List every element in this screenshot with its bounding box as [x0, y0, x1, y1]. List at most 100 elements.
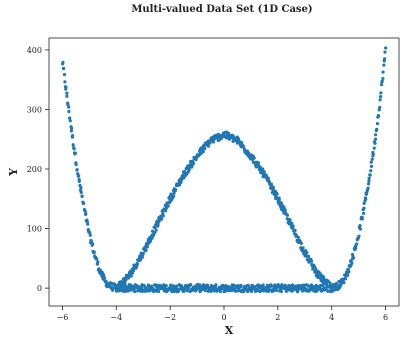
data-point: [187, 168, 191, 172]
data-point: [149, 284, 154, 288]
data-point: [61, 60, 65, 65]
data-point: [183, 288, 187, 292]
data-point: [293, 228, 297, 232]
data-point: [79, 190, 83, 194]
data-point: [380, 79, 384, 83]
data-point: [249, 289, 254, 293]
data-point: [90, 242, 95, 246]
data-point: [261, 167, 265, 171]
data-points: [60, 46, 388, 294]
data-point: [226, 131, 231, 135]
data-point: [378, 98, 382, 102]
data-point: [296, 235, 301, 240]
data-point: [191, 162, 195, 166]
data-point: [372, 146, 376, 150]
data-point: [133, 290, 137, 294]
data-point: [377, 108, 381, 112]
data-point: [347, 270, 351, 274]
data-point: [172, 284, 176, 289]
data-point: [211, 140, 215, 144]
data-point: [157, 289, 161, 294]
data-point: [153, 231, 157, 235]
data-point: [75, 168, 79, 172]
data-point: [172, 194, 176, 198]
x-tick-label: 6: [383, 313, 388, 322]
data-point: [309, 259, 314, 263]
data-point: [266, 176, 270, 181]
data-point: [351, 256, 356, 260]
data-point: [283, 283, 287, 287]
data-point: [62, 73, 67, 77]
data-point: [135, 262, 139, 266]
x-tick-label: 2: [275, 313, 280, 322]
data-point: [177, 289, 181, 293]
x-tick-label: −6: [57, 313, 69, 322]
data-point: [74, 162, 78, 167]
data-point: [85, 220, 89, 224]
data-point: [381, 76, 385, 81]
data-point: [358, 224, 362, 228]
data-point: [255, 289, 259, 293]
data-point: [343, 276, 348, 281]
data-point: [197, 286, 201, 290]
x-tick-label: 0: [221, 313, 226, 322]
data-point: [366, 186, 370, 190]
data-point: [264, 173, 268, 177]
data-point: [214, 283, 218, 287]
data-point: [69, 129, 73, 133]
data-point: [382, 63, 386, 67]
x-axis-ticks: −6 −4 −2 0 2 4 6: [57, 306, 388, 322]
data-point: [71, 143, 75, 147]
data-point: [241, 144, 245, 148]
data-point: [269, 284, 274, 288]
data-point: [285, 213, 290, 217]
data-point: [383, 50, 387, 54]
data-point: [300, 289, 305, 293]
data-point: [174, 188, 178, 192]
data-point: [376, 114, 381, 118]
data-point: [279, 289, 283, 294]
data-point: [156, 222, 160, 226]
data-point: [141, 252, 145, 256]
data-point: [80, 194, 84, 198]
y-tick-label: 200: [27, 165, 42, 174]
data-point: [64, 85, 68, 89]
data-point: [384, 46, 388, 50]
data-point: [67, 105, 71, 109]
data-point: [239, 283, 243, 287]
data-point: [153, 226, 157, 230]
data-point: [369, 164, 374, 168]
data-point: [95, 257, 99, 261]
data-point: [369, 169, 373, 173]
data-point: [164, 284, 168, 288]
data-point: [357, 234, 361, 238]
data-point: [306, 254, 311, 259]
data-point: [256, 161, 260, 165]
data-point: [354, 246, 358, 250]
data-point: [350, 261, 354, 265]
data-point: [159, 214, 163, 218]
data-point: [383, 57, 387, 61]
data-point: [279, 201, 283, 205]
data-point: [314, 272, 319, 276]
data-point: [371, 152, 375, 156]
data-point: [379, 82, 384, 87]
data-point: [71, 133, 75, 138]
data-point: [370, 157, 374, 161]
data-point: [65, 91, 69, 95]
data-point: [144, 248, 148, 252]
data-point: [177, 183, 182, 187]
y-tick-label: 400: [27, 46, 42, 55]
data-point: [84, 212, 88, 216]
data-point: [203, 147, 207, 151]
data-point: [360, 217, 364, 221]
data-point: [368, 173, 372, 177]
data-point: [70, 126, 74, 130]
data-point: [68, 119, 72, 123]
data-point: [83, 209, 87, 213]
data-point: [63, 80, 67, 84]
data-point: [82, 201, 86, 206]
data-point: [345, 273, 349, 278]
